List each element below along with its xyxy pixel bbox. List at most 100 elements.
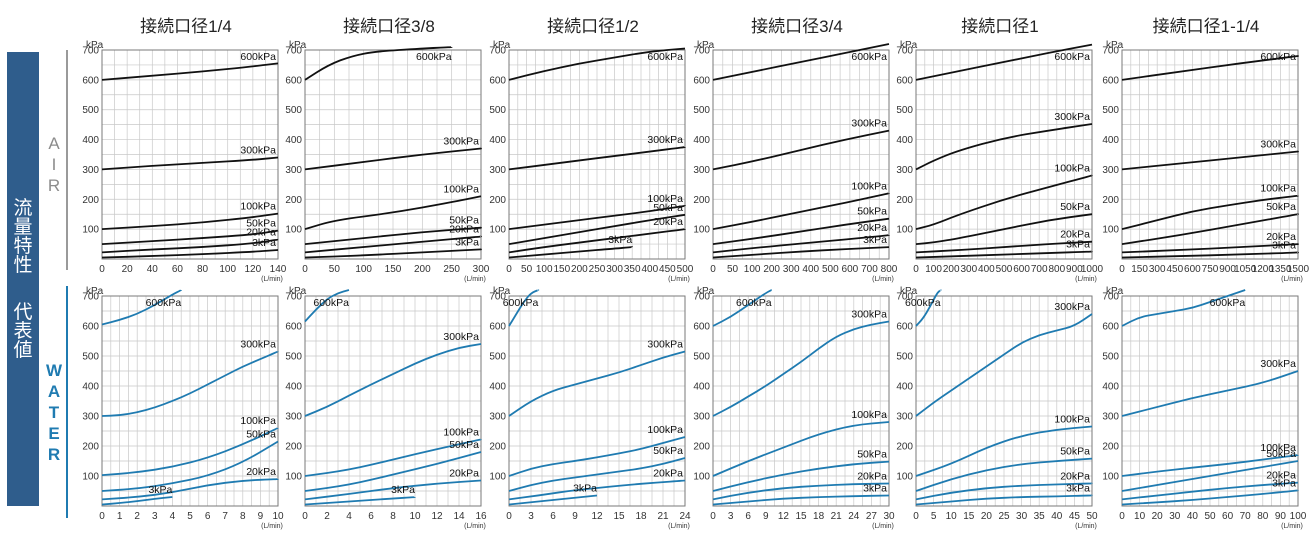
series-line	[304, 235, 482, 254]
y-tick-label: 700	[693, 46, 710, 57]
x-tick-label: 80	[1257, 511, 1269, 522]
y-tick-label: 700	[489, 46, 506, 57]
x-tick-label: 100	[1290, 511, 1307, 522]
series-label: 600kPa	[313, 297, 349, 309]
x-axis-unit: (L/min)	[1075, 276, 1097, 283]
series-label: 600kPa	[146, 297, 182, 309]
y-tick-label: 400	[1102, 382, 1119, 393]
series-line	[712, 129, 890, 171]
x-tick-label: 0	[1119, 511, 1125, 522]
x-tick-label: 60	[172, 264, 184, 275]
y-tick-label: 500	[285, 352, 302, 363]
y-tick-label: 500	[82, 105, 99, 116]
y-tick-label: 200	[896, 442, 913, 453]
series-line	[712, 234, 890, 254]
y-tick-label: 600	[896, 75, 913, 86]
x-tick-label: 140	[270, 264, 287, 275]
x-tick-label: 15	[795, 511, 807, 522]
air-row-label: A I R	[44, 135, 64, 198]
x-tick-label: 27	[866, 511, 878, 522]
plot-frame	[101, 49, 279, 260]
y-tick-label: 700	[1102, 46, 1119, 57]
series-line	[304, 289, 350, 323]
y-tick-label: 400	[489, 135, 506, 146]
y-tick-label: 200	[489, 442, 506, 453]
x-tick-label: 6	[550, 511, 556, 522]
y-tick-label: 200	[285, 195, 302, 206]
plot-frame	[508, 49, 686, 260]
water-row-label: W A T E R	[44, 362, 64, 467]
series-line	[915, 457, 1093, 492]
plot-frame	[915, 49, 1093, 260]
x-tick-label: 450	[1166, 264, 1183, 275]
x-tick-label: 12	[778, 511, 790, 522]
y-tick-label: 400	[82, 135, 99, 146]
y-axis-unit: kPa	[1106, 286, 1124, 297]
series-label: 600kPa	[416, 51, 452, 63]
series-line	[1121, 194, 1299, 230]
series-line	[712, 192, 890, 230]
y-tick-label: 400	[285, 135, 302, 146]
x-tick-label: 0	[99, 511, 105, 522]
y-tick-label: 600	[489, 322, 506, 333]
series-line	[304, 496, 416, 506]
x-tick-label: 0	[710, 264, 716, 275]
x-tick-label: 9	[572, 511, 578, 522]
y-tick-label: 700	[896, 292, 913, 303]
column-title: 接続口径3/4	[751, 17, 843, 36]
series-label: 3kPa	[1272, 239, 1296, 251]
x-tick-label: 400	[978, 264, 995, 275]
column-title: 接続口径3/8	[343, 17, 435, 36]
series-line	[712, 246, 890, 259]
series-label: 300kPa	[647, 134, 683, 146]
x-tick-label: 500	[677, 264, 694, 275]
x-tick-label: 15	[963, 511, 975, 522]
x-tick-label: 700	[861, 264, 878, 275]
series-label: 600kPa	[905, 297, 941, 309]
x-tick-label: 2	[324, 511, 330, 522]
air-row-bar	[66, 50, 68, 270]
series-label: 100kPa	[443, 426, 479, 438]
series-line	[1121, 481, 1299, 501]
x-tick-label: 90	[1275, 511, 1287, 522]
x-tick-label: 6	[745, 511, 751, 522]
y-tick-label: 100	[285, 472, 302, 483]
series-line	[1121, 489, 1299, 506]
series-line	[712, 494, 890, 506]
x-axis-unit: (L/min)	[1281, 276, 1303, 283]
series-line	[712, 482, 890, 501]
x-tick-label: 20	[122, 264, 134, 275]
x-tick-label: 24	[679, 511, 691, 522]
series-line	[304, 147, 482, 171]
x-tick-label: 6	[368, 511, 374, 522]
series-line	[508, 228, 686, 254]
series-line	[101, 238, 279, 254]
series-line	[101, 496, 173, 506]
series-line	[508, 213, 686, 245]
series-line	[915, 123, 1093, 171]
plot-frame	[1121, 49, 1299, 260]
y-tick-label: 200	[693, 442, 710, 453]
series-label: 100kPa	[851, 409, 887, 421]
series-line	[508, 479, 686, 501]
y-tick-label: 500	[489, 105, 506, 116]
column-title: 接続口径1/4	[140, 17, 232, 36]
x-tick-label: 200	[571, 264, 588, 275]
y-tick-label: 400	[896, 382, 913, 393]
series-label: 3kPa	[863, 234, 887, 246]
series-line	[304, 451, 482, 492]
x-axis-unit: (L/min)	[261, 276, 283, 283]
y-tick-label: 500	[489, 352, 506, 363]
y-tick-label: 500	[896, 352, 913, 363]
x-tick-label: 450	[659, 264, 676, 275]
x-tick-label: 800	[881, 264, 898, 275]
y-tick-label: 200	[82, 442, 99, 453]
y-tick-label: 100	[1102, 225, 1119, 236]
series-line	[508, 204, 686, 230]
x-tick-label: 900	[1066, 264, 1083, 275]
x-tick-label: 25	[998, 511, 1010, 522]
y-tick-label: 300	[1102, 165, 1119, 176]
series-label: 3kPa	[455, 236, 479, 248]
series-label: 20kPa	[653, 468, 683, 480]
x-tick-label: 300	[960, 264, 977, 275]
